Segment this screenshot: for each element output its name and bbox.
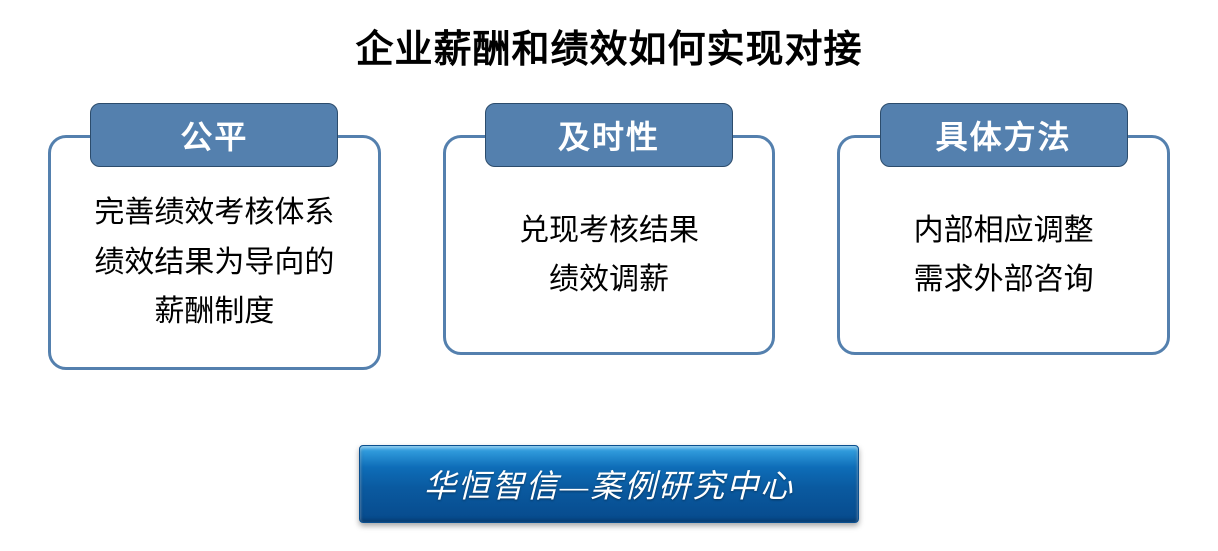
card-fairness: 公平 完善绩效考核体系 绩效结果为导向的 薪酬制度	[48, 103, 381, 370]
card-line: 绩效调薪	[456, 255, 763, 305]
card-line: 内部相应调整	[850, 206, 1157, 256]
cards-row: 公平 完善绩效考核体系 绩效结果为导向的 薪酬制度 及时性 兑现考核结果 绩效调…	[0, 73, 1218, 370]
card-body: 兑现考核结果 绩效调薪	[443, 135, 776, 355]
card-header: 及时性	[485, 103, 733, 167]
card-header: 公平	[90, 103, 338, 167]
footer-badge: 华恒智信—案例研究中心	[359, 445, 859, 523]
card-line: 绩效结果为导向的	[61, 238, 368, 288]
card-body: 完善绩效考核体系 绩效结果为导向的 薪酬制度	[48, 135, 381, 370]
card-line: 薪酬制度	[61, 287, 368, 337]
card-line: 完善绩效考核体系	[61, 188, 368, 238]
card-line: 需求外部咨询	[850, 255, 1157, 305]
card-header: 具体方法	[880, 103, 1128, 167]
page-title: 企业薪酬和绩效如何实现对接	[0, 0, 1218, 73]
card-methods: 具体方法 内部相应调整 需求外部咨询	[837, 103, 1170, 370]
card-body: 内部相应调整 需求外部咨询	[837, 135, 1170, 355]
card-timeliness: 及时性 兑现考核结果 绩效调薪	[443, 103, 776, 370]
card-line: 兑现考核结果	[456, 206, 763, 256]
